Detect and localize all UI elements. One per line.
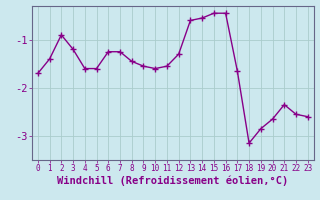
X-axis label: Windchill (Refroidissement éolien,°C): Windchill (Refroidissement éolien,°C) [57,176,288,186]
